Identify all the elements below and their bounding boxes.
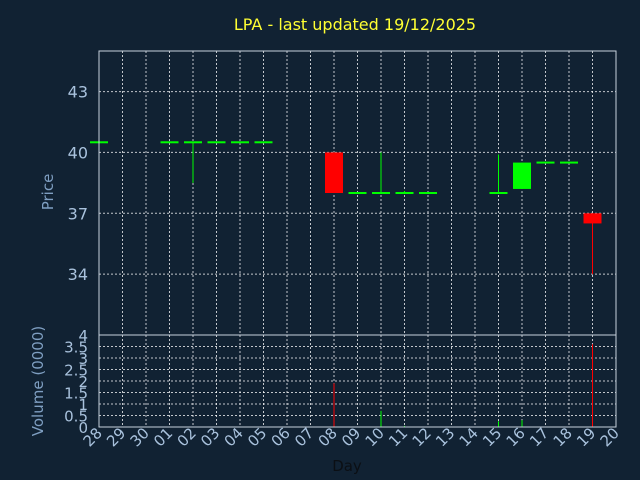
day-tick-label: 11 — [385, 424, 411, 450]
volume-tick-label: 1 — [78, 396, 88, 414]
day-tick-label: 15 — [479, 424, 505, 450]
price-y-ticks: 34 37 40 43 — [68, 83, 88, 285]
candle-body — [325, 152, 343, 193]
candle-09 — [348, 192, 367, 194]
volume-grid — [99, 335, 616, 427]
volume-tick-label: 1.5 — [64, 385, 88, 403]
day-tick-label: 03 — [197, 424, 223, 450]
volume-bars — [333, 344, 593, 427]
day-tick-label: 20 — [597, 424, 623, 450]
x-axis-ticks: 2829300102030405060708091011121314151617… — [80, 424, 623, 450]
candle-15 — [489, 154, 508, 194]
candle-body — [207, 141, 226, 144]
candle-body — [348, 192, 367, 194]
x-axis-label: Day — [332, 457, 362, 475]
candle-18 — [560, 161, 578, 164]
day-tick-label: 10 — [362, 424, 388, 450]
day-tick-label: 08 — [315, 424, 341, 450]
day-tick-label: 12 — [409, 424, 435, 450]
day-tick-label: 18 — [550, 424, 576, 450]
candle-body — [536, 161, 555, 164]
price-tick-label: 37 — [68, 204, 88, 223]
candle-body — [160, 141, 179, 144]
candle-body — [489, 192, 508, 194]
candle-body — [419, 192, 437, 194]
candle-01 — [160, 141, 179, 144]
price-panel: 34 37 40 43 — [68, 50, 617, 336]
candle-12 — [419, 192, 437, 194]
day-tick-label: 07 — [291, 424, 317, 450]
day-tick-label: 06 — [268, 424, 294, 450]
day-tick-label: 16 — [503, 424, 529, 450]
price-tick-label: 40 — [68, 143, 88, 162]
volume-tick-label: 3 — [78, 350, 88, 368]
volume-tick-label: 2.5 — [64, 362, 88, 380]
day-tick-label: 04 — [221, 424, 247, 450]
price-grid — [99, 51, 616, 335]
candle-body — [395, 192, 414, 194]
volume-tick-label: 0 — [78, 419, 88, 437]
day-tick-label: 17 — [526, 424, 552, 450]
price-axis-label: Price — [39, 174, 57, 211]
candle-17 — [536, 161, 555, 164]
candle-11 — [395, 190, 414, 194]
candle-body — [372, 192, 390, 194]
day-tick-label: 30 — [127, 424, 153, 450]
candle-19 — [583, 213, 602, 275]
candle-body — [184, 141, 202, 144]
candle-04 — [231, 141, 249, 144]
chart-title: LPA - last updated 19/12/2025 — [234, 15, 476, 34]
candle-body — [231, 141, 249, 144]
candle-08 — [325, 152, 343, 193]
candle-02 — [184, 141, 202, 183]
candle-body — [583, 213, 602, 224]
day-tick-label: 13 — [432, 424, 458, 450]
candle-body — [254, 141, 273, 144]
price-tick-label: 43 — [68, 83, 88, 102]
volume-axis-label: Volume (0000) — [29, 326, 47, 436]
candle-10 — [372, 152, 390, 194]
volume-tick-label: 0.5 — [64, 408, 88, 426]
candle-body — [560, 161, 578, 164]
volume-tick-label: 2 — [78, 373, 88, 391]
day-tick-label: 29 — [103, 424, 129, 450]
day-tick-label: 09 — [338, 424, 364, 450]
volume-y-ticks: 00.511.522.533.54 — [64, 327, 88, 437]
price-tick-label: 34 — [68, 265, 88, 284]
day-tick-label: 14 — [456, 424, 482, 450]
day-tick-label: 02 — [174, 424, 200, 450]
day-tick-label: 05 — [244, 424, 270, 450]
volume-tick-label: 3.5 — [64, 339, 88, 357]
volume-panel: 00.511.522.533.54 — [64, 327, 617, 437]
volume-panel-frame — [98, 334, 617, 428]
candle-16 — [513, 162, 531, 189]
candle-body — [513, 162, 531, 189]
candle-05 — [254, 141, 273, 144]
candle-03 — [207, 141, 226, 144]
day-tick-label: 19 — [573, 424, 599, 450]
price-candles — [90, 141, 602, 275]
volume-tick-label: 4 — [78, 327, 88, 345]
day-tick-label: 01 — [150, 424, 176, 450]
